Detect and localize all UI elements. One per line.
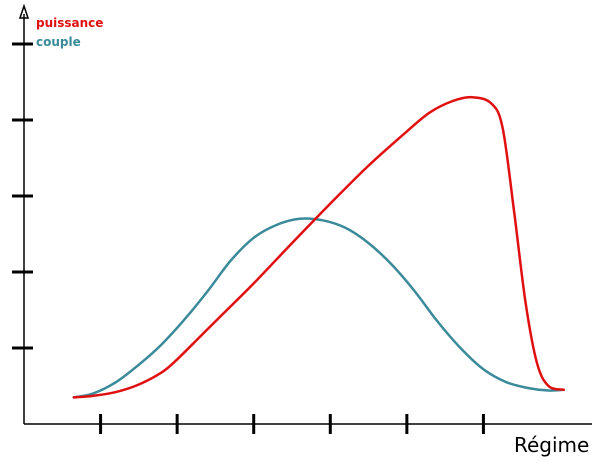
- ticks-layer: [12, 42, 485, 434]
- axes-layer: [18, 3, 592, 425]
- x-axis-label: Régime: [514, 433, 589, 457]
- legend-entry-puissance: puissance: [36, 16, 103, 30]
- series-layer: [72, 95, 566, 399]
- legend: puissance couple: [36, 16, 103, 49]
- y-axis-arrow: [18, 3, 30, 19]
- legend-entry-couple: couple: [36, 35, 81, 49]
- series-line-puissance: [72, 95, 566, 399]
- series-line-couple: [72, 217, 566, 399]
